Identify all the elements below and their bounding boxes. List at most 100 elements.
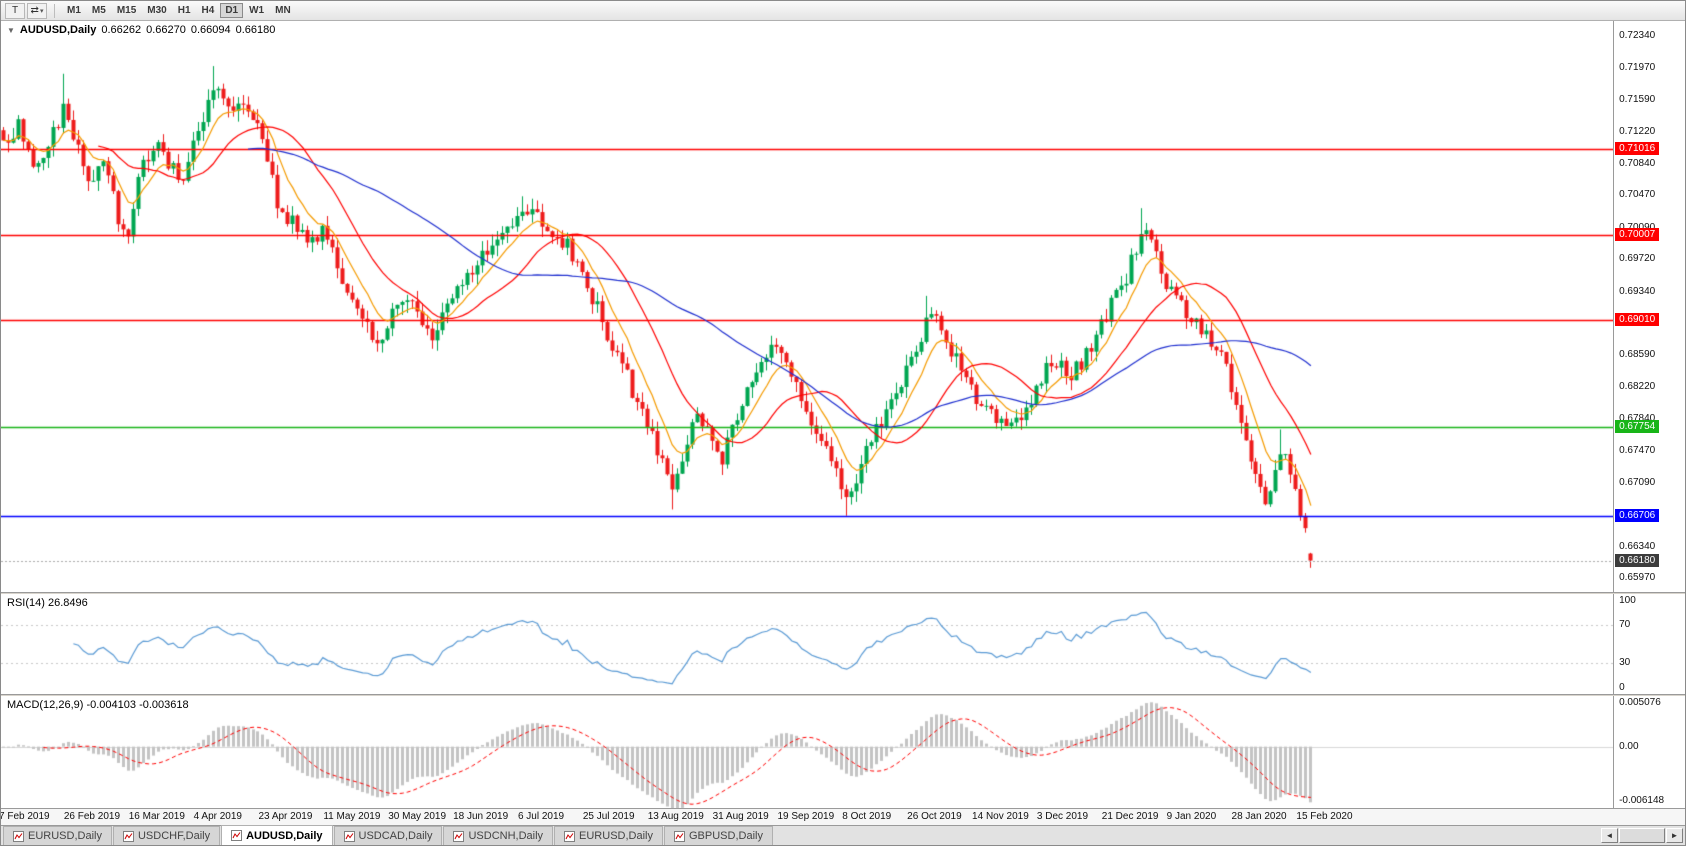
date-tick-label: 4 Apr 2019 (193, 811, 242, 822)
tab-bar: EURUSD,Daily USDCHF,Daily AUDUSD,Daily USDC… (1, 825, 1685, 845)
timeframe-w1-button[interactable]: W1 (244, 3, 269, 18)
price-tick-label: 0.68590 (1619, 349, 1656, 361)
date-tick-label: 9 Jan 2020 (1166, 811, 1217, 822)
chart-tab-gbpusd-6[interactable]: GBPUSD,Daily (664, 826, 773, 845)
price-tick-label: 0.66340 (1619, 540, 1656, 552)
chart-tab-label: EURUSD,Daily (579, 830, 653, 842)
date-tick-label: 8 Oct 2019 (842, 811, 892, 822)
timeframe-h4-button[interactable]: H4 (197, 3, 220, 18)
level-price-tag: 0.67754 (1615, 419, 1660, 433)
price-tick-label: 0.67470 (1619, 444, 1656, 456)
price-tick-label: 0.70090 (1619, 222, 1655, 233)
chart-title: ▼ AUDUSD,Daily 0.66262 0.66270 0.66094 0… (7, 24, 275, 36)
chart-tab-eurusd-0[interactable]: EURUSD,Daily (3, 826, 112, 845)
price-tick-label: 0.70840 (1619, 157, 1656, 169)
chart-tab-eurusd-5[interactable]: EURUSD,Daily (554, 826, 663, 845)
macd-plot[interactable]: MACD(12,26,9) -0.004103 -0.003618 (1, 696, 1614, 808)
date-tick-label: 15 Feb 2020 (1296, 811, 1353, 822)
chart-tab-label: GBPUSD,Daily (689, 830, 763, 842)
timeframe-mn-button[interactable]: MN (270, 3, 296, 18)
rsi-splitter[interactable] (1, 592, 1685, 594)
chart-tab-usdchf-1[interactable]: USDCHF,Daily (112, 826, 221, 845)
rsi-axis: 100 70 30 0 (1613, 594, 1685, 694)
price-tick-label: 0.67090 (1619, 477, 1656, 489)
timeframe-h1-button[interactable]: H1 (173, 3, 196, 18)
chart-tab-audusd-2[interactable]: AUDUSD,Daily (221, 825, 333, 845)
symbol-period-label: AUDUSD,Daily (19, 24, 97, 36)
price-tick-label: 0.72340 (1619, 30, 1656, 42)
chart-tab-label: AUDUSD,Daily (246, 829, 323, 842)
rsi-tick-label: 70 (1619, 619, 1631, 631)
templates-button[interactable]: T (5, 2, 25, 19)
scroll-left-button[interactable]: ◄ (1601, 828, 1618, 843)
level-price-tag: 0.66706 (1615, 508, 1660, 522)
ohlc-high: 0.66270 (146, 24, 186, 36)
chart-tab-icon (343, 830, 355, 842)
chevron-down-icon: ▾ (39, 7, 44, 15)
date-tick-label: 21 Dec 2019 (1101, 811, 1159, 822)
toolbar: T ⇄ ▾ M1 M5 M15 M30 H1 H4 D1 W1 MN (1, 1, 1685, 21)
chart-tab-usdcnh-4[interactable]: USDCNH,Daily (443, 826, 554, 845)
timeframe-m15-button[interactable]: M15 (112, 3, 141, 18)
rsi-plot[interactable]: RSI(14) 26.8496 (1, 594, 1614, 694)
scroll-right-button[interactable]: ► (1666, 828, 1683, 843)
chart-tab-icon (231, 830, 243, 841)
date-tick-label: 14 Nov 2019 (972, 811, 1029, 822)
one-click-collapse-icon[interactable]: ▼ (7, 25, 15, 35)
timeframe-m1-button[interactable]: M1 (62, 3, 86, 18)
macd-panel: MACD(12,26,9) -0.004103 -0.003618 0.0050… (1, 696, 1685, 808)
chart-tab-label: USDCAD,Daily (358, 830, 433, 842)
date-tick-label: 25 Jul 2019 (582, 811, 635, 822)
level-price-tag: 0.71016 (1615, 141, 1660, 155)
date-tick-label: 26 Oct 2019 (907, 811, 962, 822)
chart-tab-label: USDCHF,Daily (137, 830, 211, 842)
level-price-tag: 0.69010 (1615, 312, 1660, 326)
price-tick-label: 0.65970 (1619, 572, 1656, 584)
candlestick-canvas[interactable] (1, 21, 1614, 592)
price-tick-label: 0.67840 (1619, 413, 1655, 424)
rsi-tick-label: 100 (1619, 595, 1636, 606)
price-tick-label: 0.71590 (1619, 94, 1656, 106)
date-tick-label: 6 Jul 2019 (517, 811, 565, 822)
horizontal-scrollbar[interactable]: ◄ ► (1601, 828, 1685, 845)
timeframe-m5-button[interactable]: M5 (87, 3, 111, 18)
chart-tab-icon (122, 830, 134, 842)
chart-tab-icon (674, 830, 685, 842)
date-tick-label: 13 Aug 2019 (647, 811, 704, 822)
time-axis[interactable]: 7 Feb 2019 26 Feb 2019 16 Mar 2019 4 Apr 20… (1, 808, 1685, 825)
level-price-tag: 0.70007 (1615, 227, 1660, 241)
main-chart-panel: ▼ AUDUSD,Daily 0.66262 0.66270 0.66094 0… (1, 21, 1685, 592)
chart-tab-icon (564, 830, 576, 842)
chart-tab-usdcad-3[interactable]: USDCAD,Daily (333, 826, 443, 845)
date-tick-label: 3 Dec 2019 (1036, 811, 1089, 822)
ohlc-open: 0.66262 (101, 24, 142, 36)
date-tick-label: 18 Jun 2019 (453, 811, 509, 822)
macd-canvas[interactable] (1, 696, 1614, 808)
chart-tab-icon (453, 830, 465, 842)
main-plot[interactable]: ▼ AUDUSD,Daily 0.66262 0.66270 0.66094 0… (1, 21, 1614, 592)
price-tick-label: 0.71970 (1619, 61, 1656, 73)
macd-axis: 0.005076 0.00 -0.006148 (1613, 696, 1685, 808)
cycle-symbols-button[interactable]: ⇄ ▾ (27, 2, 47, 19)
price-tick-label: 0.68220 (1619, 380, 1656, 392)
macd-tick-label: 0.005076 (1619, 697, 1661, 708)
current-price-tag: 0.66180 (1615, 553, 1660, 567)
scrollbar-thumb[interactable] (1619, 828, 1665, 843)
timeframe-d1-button[interactable]: D1 (220, 3, 244, 18)
timeframe-m30-button[interactable]: M30 (142, 3, 171, 18)
macd-tick-label: -0.006148 (1619, 795, 1665, 806)
date-tick-label: 16 Mar 2019 (128, 811, 185, 822)
macd-splitter[interactable] (1, 694, 1685, 696)
rsi-canvas[interactable] (1, 594, 1614, 694)
date-tick-label: 30 May 2019 (388, 811, 447, 822)
ohlc-close: 0.66180 (235, 24, 276, 36)
rsi-panel: RSI(14) 26.8496 100 70 30 0 (1, 594, 1685, 694)
date-tick-label: 31 Aug 2019 (712, 811, 769, 822)
rsi-label: RSI(14) 26.8496 (7, 597, 88, 609)
chart-tab-icon (13, 830, 24, 842)
chart-tab-label: EURUSD,Daily (28, 830, 102, 842)
timeframe-bar: M1 M5 M15 M30 H1 H4 D1 W1 MN (62, 3, 296, 18)
price-tick-label: 0.70470 (1619, 189, 1656, 201)
date-tick-label: 7 Feb 2019 (1, 811, 50, 822)
